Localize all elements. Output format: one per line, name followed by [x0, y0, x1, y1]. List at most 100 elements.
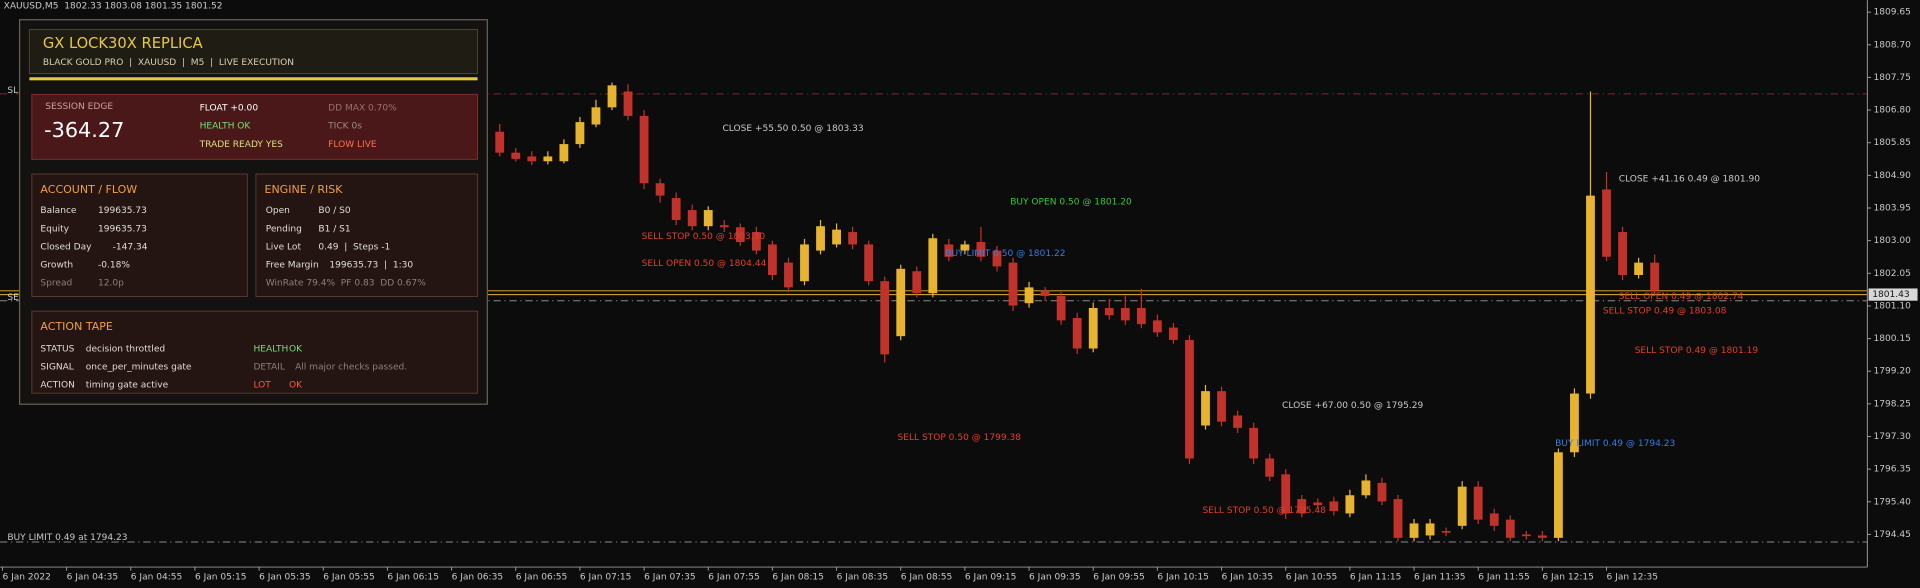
trade-annotation: SELL OPEN 0.50 @ 1804.44 [642, 259, 767, 269]
panel-rule [29, 77, 478, 81]
trade-annotation: SELL STOP 0.50 @ 1799.38 [898, 433, 1022, 443]
panel-title: GX LOCK30X REPLICA [43, 35, 203, 52]
account-value: 199635.73 [98, 206, 147, 216]
trade-annotation: BUY LIMIT 0.50 @ 1801.22 [945, 249, 1065, 259]
action-value-right: All major checks passed. [295, 362, 407, 372]
candle-body [1393, 499, 1403, 538]
candle-body [1265, 458, 1275, 477]
candle-body [1313, 502, 1323, 506]
candle-body [880, 281, 890, 355]
session-box [31, 93, 479, 160]
x-tick-label: 6 Jan 04:55 [131, 572, 183, 582]
action-key-right: LOT [253, 380, 271, 390]
trade-annotation: SELL STOP 0.49 @ 1801.19 [1635, 346, 1759, 356]
trade-annotation: BUY LIMIT 0.49 @ 1794.23 [1555, 439, 1675, 449]
candle-body [735, 227, 745, 243]
account-label: Balance [40, 206, 77, 216]
candle-body [1136, 307, 1146, 325]
engine-label: Open [266, 206, 290, 216]
x-tick-label: 6 Jan 04:35 [67, 572, 119, 582]
candle-body [559, 144, 569, 162]
candle-body [1441, 530, 1451, 533]
x-tick-label: 6 Jan 06:55 [516, 572, 568, 582]
x-tick-label: 6 Jan 08:55 [901, 572, 953, 582]
action-key: SIGNAL [40, 362, 73, 372]
candle-body [623, 91, 633, 116]
y-tick-label: 1803.00 [1873, 236, 1911, 246]
trade-annotation: SELL STOP 0.50 @ 1795.48 [1202, 506, 1326, 516]
candle-body [639, 115, 649, 184]
candle-body [928, 238, 938, 294]
candle-body [1650, 262, 1660, 291]
x-tick-label: 6 Jan 11:15 [1350, 572, 1402, 582]
candle-body [1457, 486, 1467, 526]
x-tick-label: 6 Jan 11:35 [1414, 572, 1466, 582]
candle-body [832, 229, 841, 245]
engine-value: 199635.73 | 1:30 [329, 261, 413, 271]
symbol-info: XAUUSD,M5 1802.33 1803.08 1801.35 1801.5… [4, 2, 223, 12]
action-value: once_per_minutes gate [86, 362, 192, 372]
candle-body [1505, 519, 1515, 538]
account-box [31, 173, 248, 297]
candle-body [495, 131, 505, 153]
account-label: Growth [40, 261, 73, 271]
candle-body [976, 242, 986, 257]
candle-body [1570, 393, 1579, 453]
current-price-label: 1801.43 [1872, 290, 1910, 300]
candle-body [1473, 486, 1483, 520]
session-value: -364.27 [44, 118, 124, 142]
x-tick-label: 6 Jan 05:35 [259, 572, 311, 582]
x-tick-label: 6 Jan 12:35 [1607, 572, 1659, 582]
y-tick-label: 1797.30 [1873, 432, 1911, 442]
y-tick-label: 1808.70 [1873, 40, 1911, 50]
x-tick-label: 6 Jan 10:15 [1157, 572, 1209, 582]
candle-body [1104, 307, 1114, 316]
candle-body [1409, 523, 1419, 538]
x-tick-label: 6 Jan 05:55 [323, 572, 375, 582]
candle-body [1554, 452, 1563, 538]
trade-annotation: CLOSE +67.00 0.50 @ 1795.29 [1282, 401, 1423, 411]
engine-value: 0.49 | Steps -1 [318, 242, 390, 252]
candle-body [848, 232, 858, 245]
y-tick-label: 1802.05 [1873, 269, 1910, 279]
x-tick-label: 6 Jan 2022 [2, 572, 50, 582]
x-tick-label: 6 Jan 07:55 [708, 572, 760, 582]
candle-body [1377, 482, 1387, 502]
action-key-right: HEALTH [253, 345, 288, 355]
x-tick-label: 6 Jan 10:35 [1222, 572, 1274, 582]
candle-body [1072, 317, 1082, 349]
candle-body [543, 156, 553, 162]
engine-label: Free Margin [266, 261, 319, 271]
candle-body [1297, 499, 1307, 514]
panel-subtitle: BLACK GOLD PRO | XAUUSD | M5 | LIVE EXEC… [43, 58, 294, 68]
engine-title: ENGINE / RISK [264, 183, 343, 196]
account-label: Equity [40, 224, 69, 234]
candle-body [1489, 513, 1499, 526]
candle-body [1120, 307, 1130, 321]
candle-body [1586, 195, 1595, 394]
x-tick-label: 6 Jan 11:55 [1478, 572, 1530, 582]
y-tick-label: 1804.90 [1873, 171, 1911, 181]
candle-body [527, 156, 537, 162]
candle-body [1040, 290, 1050, 296]
candle-body [960, 244, 970, 251]
candle-body [1169, 327, 1178, 340]
engine-label: Live Lot [266, 242, 302, 252]
trade-annotation: SE [7, 293, 19, 303]
candle-body [1024, 287, 1034, 304]
candle-body [751, 232, 761, 251]
candle-body [864, 244, 874, 282]
action-title: ACTION TAPE [40, 320, 112, 333]
candle-body [655, 183, 665, 196]
trade-annotation: SELL STOP 0.50 @ 1803.30 [642, 232, 766, 242]
y-tick-label: 1805.85 [1873, 138, 1910, 148]
candle-body [1361, 480, 1371, 496]
candle-body [1537, 535, 1547, 538]
candle-body [1152, 320, 1162, 333]
panel: GX LOCK30X REPLICA BLACK GOLD PRO | XAUU… [18, 19, 488, 405]
y-tick-label: 1806.80 [1873, 106, 1911, 116]
session-label: SESSION EDGE [45, 102, 113, 112]
session-flow: FLOW LIVE [328, 140, 377, 150]
candle-body [687, 210, 697, 227]
